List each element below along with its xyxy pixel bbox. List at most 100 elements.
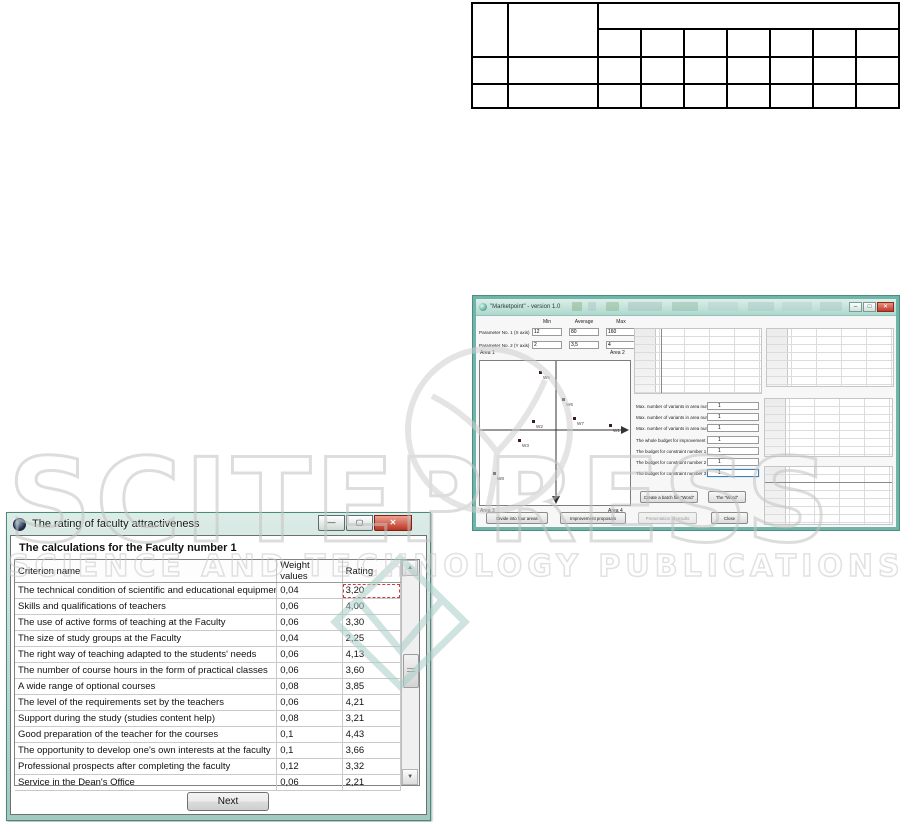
area2-label: Area 2: [610, 350, 625, 356]
criterion-cell[interactable]: The level of the requirements set by the…: [15, 694, 278, 711]
constraint-input[interactable]: [707, 435, 759, 444]
criterion-cell[interactable]: The size of study groups at the Faculty: [15, 630, 278, 647]
grid-middle-right[interactable]: [764, 398, 893, 457]
weight-cell[interactable]: 0,08: [276, 710, 343, 727]
criterion-cell[interactable]: The number of course hours in the form o…: [15, 662, 278, 679]
rating-cell[interactable]: 3,20: [342, 582, 402, 599]
rating-cell[interactable]: 3,60: [342, 662, 402, 679]
constraint-input[interactable]: [707, 402, 759, 410]
weight-cell[interactable]: 0,1: [276, 726, 343, 743]
rating-cell[interactable]: 2,21: [342, 774, 402, 791]
rating-cell[interactable]: 4,13: [342, 646, 402, 663]
grid-bottom-right[interactable]: [764, 466, 893, 525]
weight-cell[interactable]: 0,06: [276, 614, 343, 631]
grid-top-right[interactable]: [766, 328, 894, 387]
dialog-titlebar[interactable]: The rating of faculty attractiveness — ▢…: [7, 513, 430, 535]
weight-cell[interactable]: 0,06: [276, 646, 343, 663]
column-header-weight[interactable]: Weight values: [276, 560, 343, 583]
scatter-point: [562, 398, 565, 401]
dialog-close-button[interactable]: ✕: [374, 515, 412, 531]
weight-cell[interactable]: 0,12: [276, 758, 343, 775]
constraint-input[interactable]: [707, 446, 759, 455]
scatter-point-label: W8: [497, 476, 504, 481]
table-row[interactable]: The opportunity to develop one's own int…: [15, 742, 402, 759]
divide-into-four-areas-button[interactable]: Divide into four areas: [486, 512, 548, 524]
table-row[interactable]: Professional prospects after completing …: [15, 758, 402, 775]
scatter-plot[interactable]: W5 W6 W2 W7 W1 W3 W8: [479, 360, 631, 506]
dialog-maximize-button[interactable]: ▢: [346, 515, 373, 531]
param-input[interactable]: [606, 341, 636, 349]
scroll-down-arrow-icon[interactable]: ▼: [402, 769, 419, 785]
criterion-cell[interactable]: The right way of teaching adapted to the…: [15, 646, 278, 663]
improvement-proposals-button[interactable]: Improvement proposals: [560, 512, 626, 524]
criterion-cell[interactable]: Support during the study (studies conten…: [15, 710, 278, 727]
rating-cell[interactable]: 4,43: [342, 726, 402, 743]
param-input[interactable]: [532, 328, 562, 336]
criterion-cell[interactable]: The opportunity to develop one's own int…: [15, 742, 278, 759]
table-row[interactable]: The number of course hours in the form o…: [15, 662, 402, 679]
rating-cell[interactable]: 3,32: [342, 758, 402, 775]
rating-cell[interactable]: 3,66: [342, 742, 402, 759]
the-word-button[interactable]: The "Word": [708, 491, 746, 503]
scroll-up-arrow-icon[interactable]: ▲: [402, 560, 419, 576]
table-row[interactable]: Skills and qualifications of teachers 0,0…: [15, 598, 402, 615]
constraint-input[interactable]: [707, 457, 759, 466]
weight-cell[interactable]: 0,06: [276, 694, 343, 711]
app-minimize-button[interactable]: –: [849, 302, 862, 312]
table-row[interactable]: Service in the Dean's Office 0,06 2,21: [15, 774, 402, 791]
criterion-cell[interactable]: Service in the Dean's Office: [15, 774, 278, 791]
criterion-cell[interactable]: The technical condition of scientific an…: [15, 582, 278, 599]
dialog-minimize-button[interactable]: —: [318, 515, 345, 531]
rating-cell[interactable]: 3,30: [342, 614, 402, 631]
constraint-input[interactable]: [707, 413, 759, 422]
table-row[interactable]: Good preparation of the teacher for the …: [15, 726, 402, 743]
criterion-cell[interactable]: Skills and qualifications of teachers: [15, 598, 278, 615]
table-row[interactable]: The use of active forms of teaching at t…: [15, 614, 402, 631]
constraint-input[interactable]: [707, 469, 759, 478]
rating-cell[interactable]: 4,21: [342, 694, 402, 711]
table-row[interactable]: The size of study groups at the Faculty 0…: [15, 630, 402, 647]
param-input[interactable]: [569, 341, 599, 349]
empty-cell: [769, 83, 814, 109]
table-row[interactable]: The technical condition of scientific an…: [15, 582, 402, 599]
weight-cell[interactable]: 0,1: [276, 742, 343, 759]
empty-cell: [471, 56, 509, 85]
create-batch-file-button[interactable]: Create a batch file "Word": [640, 491, 698, 503]
constraint-input[interactable]: [707, 424, 759, 433]
scatter-point: [609, 424, 612, 427]
rating-cell[interactable]: 3,21: [342, 710, 402, 727]
rating-cell[interactable]: 4,00: [342, 598, 402, 615]
table-row[interactable]: A wide range of optional courses 0,08 3,85: [15, 678, 402, 695]
rating-cell[interactable]: 3,85: [342, 678, 402, 695]
param-input[interactable]: [569, 328, 599, 336]
rating-cell[interactable]: 2,25: [342, 630, 402, 647]
criterion-cell[interactable]: Good preparation of the teacher for the …: [15, 726, 278, 743]
weight-cell[interactable]: 0,08: [276, 678, 343, 695]
next-button[interactable]: Next: [187, 792, 269, 811]
weight-cell[interactable]: 0,04: [276, 582, 343, 599]
app-close-button[interactable]: ✕: [877, 302, 894, 312]
param-input[interactable]: [606, 328, 636, 336]
criterion-cell[interactable]: The use of active forms of teaching at t…: [15, 614, 278, 631]
param-input[interactable]: [532, 341, 562, 349]
criterion-cell[interactable]: A wide range of optional courses: [15, 678, 278, 695]
app-maximize-button[interactable]: □: [863, 302, 876, 312]
column-header-rating[interactable]: Rating: [342, 560, 402, 583]
weight-cell[interactable]: 0,06: [276, 662, 343, 679]
app-titlebar[interactable]: "Marketpoint" - version 1.0 – □ ✕: [476, 299, 896, 316]
grid-top-center[interactable]: [634, 328, 762, 394]
column-header-criterion[interactable]: Criterion name: [15, 560, 278, 583]
criterion-cell[interactable]: Professional prospects after completing …: [15, 758, 278, 775]
criteria-table-body: The technical condition of scientific an…: [15, 582, 402, 791]
table-row[interactable]: The right way of teaching adapted to the…: [15, 646, 402, 663]
weight-cell[interactable]: 0,04: [276, 630, 343, 647]
vertical-scrollbar[interactable]: ▲ ▼: [401, 560, 420, 785]
constraint-label: The whole budget for improvement: [636, 437, 706, 443]
close-button[interactable]: Close: [711, 512, 748, 524]
weight-cell[interactable]: 0,06: [276, 774, 343, 791]
table-row[interactable]: Support during the study (studies conten…: [15, 710, 402, 727]
table-row[interactable]: The level of the requirements set by the…: [15, 694, 402, 711]
weight-cell[interactable]: 0,06: [276, 598, 343, 615]
presentation-of-results-button[interactable]: Presentation of results: [638, 512, 697, 524]
scrollbar-thumb[interactable]: [403, 654, 420, 688]
